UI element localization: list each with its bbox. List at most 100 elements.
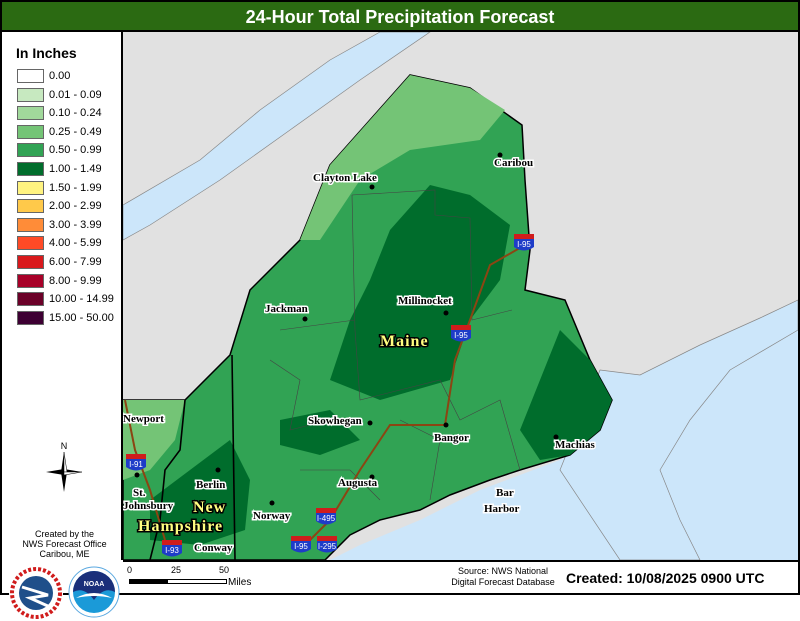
gulf-of-maine [330,315,798,560]
map-title: 24-Hour Total Precipitation Forecast [2,2,798,32]
compass-rose-icon: N [46,441,83,492]
legend-swatch [17,292,44,307]
city-label: Norway [253,510,291,522]
light-precip-area [300,75,505,240]
city-label: Bar [496,487,514,499]
legend-label: 8.00 - 9.99 [49,274,102,287]
city-dot [495,487,501,493]
legend-item: 3.00 - 3.99 [17,216,102,234]
city-label: Machias [555,439,595,451]
legend-item: 2.00 - 2.99 [17,197,102,215]
legend-label: 15.00 - 50.00 [49,311,114,324]
state-label-new: New [193,499,226,516]
city-label: Harbor [484,503,520,515]
heavy-precip-area [150,440,250,545]
legend-label: 10.00 - 14.99 [49,293,114,306]
city-label: Newport [123,413,164,425]
legend-label: 4.00 - 5.99 [49,237,102,250]
city-label: Millinocket [398,295,452,307]
interstate-shield-icon: I-95 [451,325,471,342]
city-label: Jackman [265,303,308,315]
scale-bar: 0 25 50 Miles [127,565,267,595]
legend-item: 1.00 - 1.49 [17,160,102,178]
nh-vt-border [149,399,186,560]
city-dot [215,467,221,473]
legend-swatch [17,162,44,176]
legend-swatch [17,236,44,251]
heavy-precip-area [280,410,360,455]
city-dot [369,474,375,480]
legend-item: 4.00 - 5.99 [17,234,102,252]
legend: In Inches 0.00 0.01 - 0.09 0.10 - 0.24 0.25… [2,32,123,620]
legend-label: 0.10 - 0.24 [49,107,102,120]
city-dot [443,422,449,428]
interstate-shield-icon: I-95 [514,234,534,251]
map-canvas: Caribou Clayton Lake Jackman Millinocket Sko… [123,32,798,560]
legend-label: 1.00 - 1.49 [49,163,102,175]
heavy-precip-area [330,185,510,400]
city-label: Berlin [196,479,225,491]
city-dot [269,500,275,506]
legend-label: 0.00 [49,70,71,82]
source-line: Source: NWS National [457,566,549,576]
bay-of-fundy [559,299,798,560]
interstate-shield-icon: I-495 [316,508,336,525]
city-dot [369,184,375,190]
legend-swatch [17,217,44,232]
state-label-maine: Maine [380,333,429,350]
credit-line: Caribou, ME [39,549,90,559]
city-label: Skowhegan [308,415,362,427]
noaa-logo-icon: NOAA [68,566,120,618]
frame [0,0,800,595]
footer: 0 25 50 Miles Source: NWS National Digit… [123,560,798,593]
legend-item: 1.50 - 1.99 [17,179,102,197]
legend-label: 1.50 - 1.99 [49,181,102,194]
compass-north-label: N [61,441,68,451]
legend-swatch [17,255,44,269]
interstate-shield-icon: I-91 [126,454,146,471]
legend-swatch [17,180,44,195]
created-timestamp: Created: 10/08/2025 0900 UTC [566,570,765,586]
st-lawrence-river [123,32,431,241]
legend-swatch [17,273,44,288]
county-lines [269,189,521,501]
city-dot [497,152,503,158]
legend-item: 10.00 - 14.99 [17,290,114,308]
credit-line: NWS Forecast Office [22,539,107,549]
interstate-label: I-91 [129,460,143,469]
interstate-label: I-295 [318,542,337,551]
scale-tick: 50 [219,565,230,575]
scale-tick: 25 [171,565,182,575]
legend-swatch [17,87,44,102]
interstate-label: I-95 [294,542,308,551]
noaa-text: NOAA [84,581,105,588]
legend-label: 0.50 - 0.99 [49,144,102,157]
legend-item: 0.25 - 0.49 [17,123,102,141]
city-label: St. [133,487,146,499]
city-dot [367,420,373,426]
city-label: Conway [194,542,233,554]
interstate-shield-icon: I-295 [317,536,337,553]
interstate-label: I-95 [454,331,468,340]
legend-swatch [17,106,44,121]
legend-swatch [17,69,44,83]
scale-tick: 0 [127,565,133,575]
legend-item: 0.10 - 0.24 [17,104,102,122]
city-dot [302,316,308,322]
heavy-precip-area [520,330,612,460]
source-text: Source: NWS National Digital Forecast Da… [443,566,563,588]
interstate-label: I-93 [165,546,179,555]
city-dot [443,310,449,316]
legend-swatch [17,143,44,158]
city-label: Bangor [434,432,469,444]
interstate-label: I-495 [317,514,336,523]
legend-title: In Inches [16,45,77,61]
credit-line: Created by the [34,529,95,539]
state-label-hampshire: Hampshire [138,518,223,535]
interstate-shield-icon: I-93 [162,540,182,557]
legend-label: 2.00 - 2.99 [49,200,102,213]
legend-item: 0.00 [17,67,70,85]
interstate-shield-icon: I-95 [291,536,311,553]
legend-item: 0.50 - 0.99 [17,141,102,159]
interstate-label: I-95 [517,240,531,249]
